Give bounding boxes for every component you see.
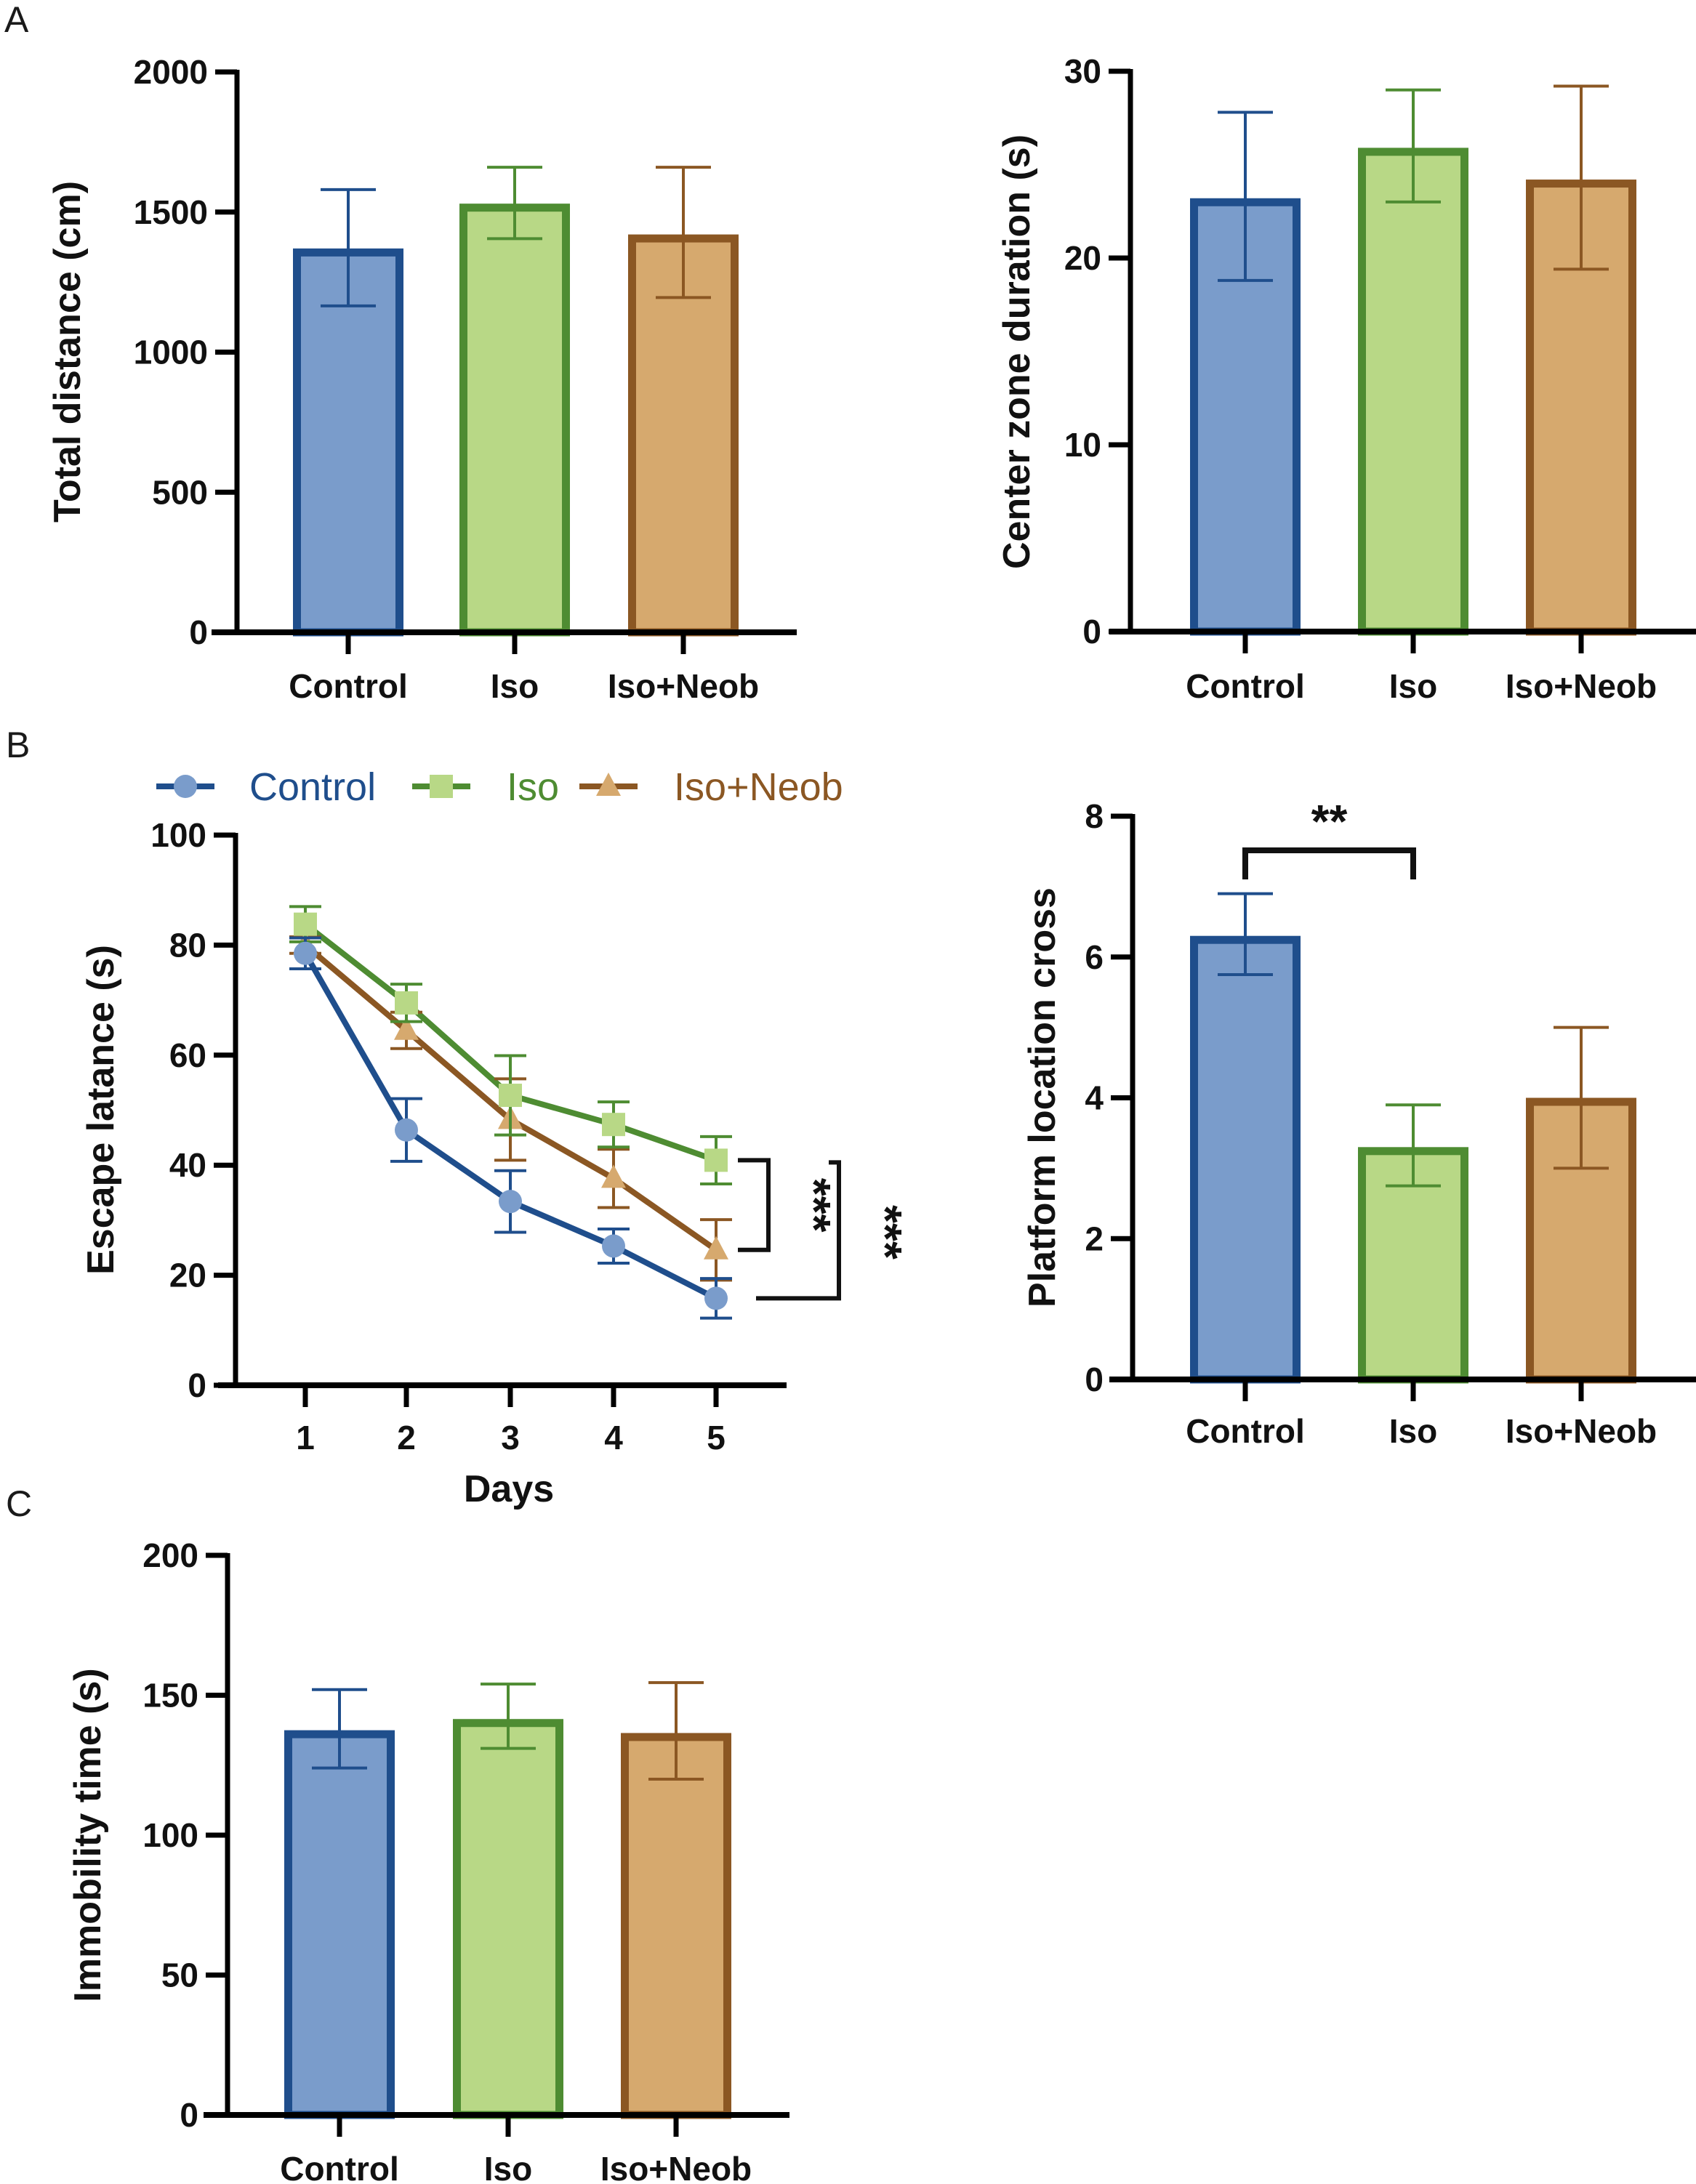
- immobility-time-chart: 0 50 100 150 200 Control Iso Iso+Neob Immobility…: [67, 1536, 789, 2184]
- y-axis-title: Immobility time (s): [67, 1668, 109, 2002]
- x-tick-label: Control: [289, 667, 408, 705]
- total-distance-chart: 0 500 1000 1500 2000 Control Iso Iso+Neob Total …: [47, 53, 797, 705]
- bar-control: [284, 1730, 395, 2119]
- x-tick-label: Iso: [491, 667, 539, 705]
- bar-iso: [459, 204, 570, 637]
- significance-label: ***: [859, 1205, 912, 1260]
- y-tick-label: 60: [169, 1036, 206, 1074]
- x-tick-label: 5: [707, 1419, 726, 1456]
- escape-latency-chart: 0 20 40 60 80 100 1 2 3 4 5 Days Escape latance (s) C…: [80, 765, 912, 1510]
- y-tick-label: 1000: [134, 334, 208, 371]
- significance-label: **: [1311, 795, 1348, 847]
- data-point-iso: [294, 912, 317, 936]
- legend-label-iso-neob: Iso+Neob: [674, 765, 843, 809]
- y-tick-label: 0: [1085, 1361, 1104, 1398]
- x-tick-label: Iso: [484, 2150, 532, 2184]
- x-tick-label: 2: [397, 1419, 416, 1456]
- y-tick-label: 6: [1085, 938, 1104, 976]
- y-tick-label: 50: [161, 1957, 198, 1994]
- data-point-iso-neob: [394, 1016, 419, 1040]
- y-tick-label: 4: [1085, 1079, 1104, 1117]
- data-point-iso-neob: [601, 1164, 626, 1188]
- significance-bracket: [1242, 847, 1416, 879]
- data-point-iso: [602, 1113, 625, 1137]
- x-tick-label: 3: [501, 1419, 520, 1456]
- y-axis-title: Total distance (cm): [47, 181, 89, 523]
- x-tick-label: 1: [296, 1419, 315, 1456]
- x-tick-label: Iso: [1389, 667, 1437, 705]
- y-tick-label: 0: [189, 613, 208, 651]
- y-tick-label: 150: [142, 1677, 198, 1714]
- data-point-control: [602, 1234, 625, 1258]
- x-tick-label: Control: [1186, 1412, 1305, 1450]
- significance-bracket: [756, 1160, 841, 1301]
- x-tick-label: Control: [1186, 667, 1305, 705]
- data-point-iso: [499, 1084, 522, 1108]
- legend-label-control: Control: [249, 765, 376, 809]
- y-tick-label: 100: [150, 816, 206, 854]
- x-tick-label: Iso+Neob: [1506, 1412, 1657, 1450]
- panel-label-b: B: [6, 725, 30, 765]
- y-tick-label: 20: [169, 1257, 206, 1294]
- y-tick-label: 10: [1064, 426, 1101, 464]
- x-tick-label: 4: [604, 1419, 623, 1456]
- data-point-iso: [395, 991, 418, 1015]
- x-tick-label: Iso+Neob: [1506, 667, 1657, 705]
- bar-iso-neob: [621, 1733, 731, 2119]
- x-tick-label: Iso+Neob: [608, 667, 759, 705]
- data-point-iso: [704, 1148, 728, 1172]
- x-axis-title: Days: [464, 1468, 554, 1510]
- data-point-control: [499, 1190, 522, 1214]
- data-point-iso-neob: [704, 1236, 728, 1260]
- bar-control: [1190, 935, 1301, 1384]
- y-tick-label: 0: [1082, 613, 1101, 650]
- y-tick-label: 2: [1085, 1220, 1104, 1257]
- y-tick-label: 80: [169, 926, 206, 964]
- panel-label-a: A: [4, 0, 29, 40]
- bar-control: [293, 248, 403, 637]
- y-tick-label: 0: [188, 1366, 206, 1404]
- y-tick-label: 30: [1064, 52, 1101, 90]
- y-tick-label: 500: [152, 473, 208, 511]
- y-tick-label: 1500: [134, 193, 208, 231]
- x-tick-label: Control: [280, 2150, 399, 2184]
- y-tick-label: 20: [1064, 239, 1101, 277]
- center-zone-duration-chart: 0 10 20 30 Control Iso Iso+Neob Center zone dur…: [996, 52, 1696, 705]
- legend-label-iso: Iso: [507, 765, 559, 809]
- y-tick-label: 8: [1085, 797, 1104, 835]
- y-axis-title: Center zone duration (s): [996, 134, 1038, 569]
- x-tick-label: Iso+Neob: [600, 2150, 752, 2184]
- panel-label-c: C: [6, 1483, 32, 1524]
- x-tick-label: Iso: [1389, 1412, 1437, 1450]
- legend-marker-iso-neob: [596, 773, 621, 796]
- data-point-control: [294, 941, 317, 965]
- significance-label: ***: [788, 1178, 840, 1233]
- y-tick-label: 40: [169, 1146, 206, 1184]
- y-axis-title: Escape latance (s): [80, 945, 122, 1275]
- bar-iso: [1358, 148, 1468, 636]
- y-axis-title: Platform location cross: [1021, 887, 1064, 1307]
- significance-bracket: [738, 1158, 771, 1252]
- legend-marker-control: [174, 775, 197, 798]
- legend-marker-iso: [430, 775, 453, 798]
- y-tick-label: 200: [142, 1536, 198, 1574]
- y-tick-label: 0: [180, 2096, 198, 2134]
- platform-location-cross-chart: 0 2 4 6 8 Control Iso Iso+Neob Platform location…: [1021, 795, 1696, 1450]
- data-point-control: [704, 1286, 728, 1310]
- y-tick-label: 100: [142, 1816, 198, 1854]
- bar-iso: [453, 1719, 563, 2119]
- y-tick-label: 2000: [134, 53, 208, 91]
- data-point-control: [395, 1118, 418, 1142]
